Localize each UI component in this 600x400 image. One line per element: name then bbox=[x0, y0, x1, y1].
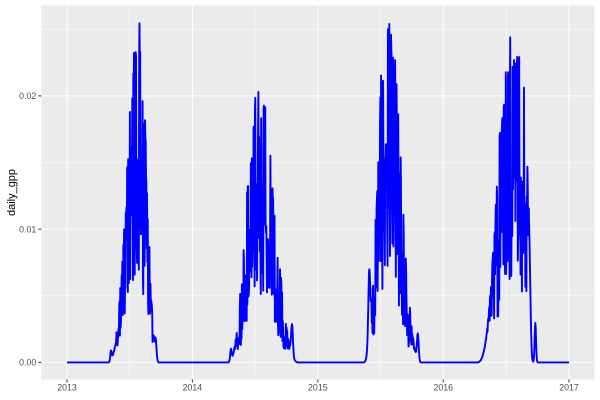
svg-text:2017: 2017 bbox=[559, 383, 579, 393]
svg-text:2016: 2016 bbox=[433, 383, 453, 393]
svg-text:2013: 2013 bbox=[57, 383, 77, 393]
svg-text:0.02: 0.02 bbox=[19, 91, 36, 101]
svg-text:2015: 2015 bbox=[308, 383, 328, 393]
svg-text:2014: 2014 bbox=[183, 383, 203, 393]
svg-text:0.01: 0.01 bbox=[19, 224, 36, 234]
svg-text:0.00: 0.00 bbox=[19, 358, 36, 368]
svg-text:daily_gpp: daily_gpp bbox=[6, 169, 18, 216]
